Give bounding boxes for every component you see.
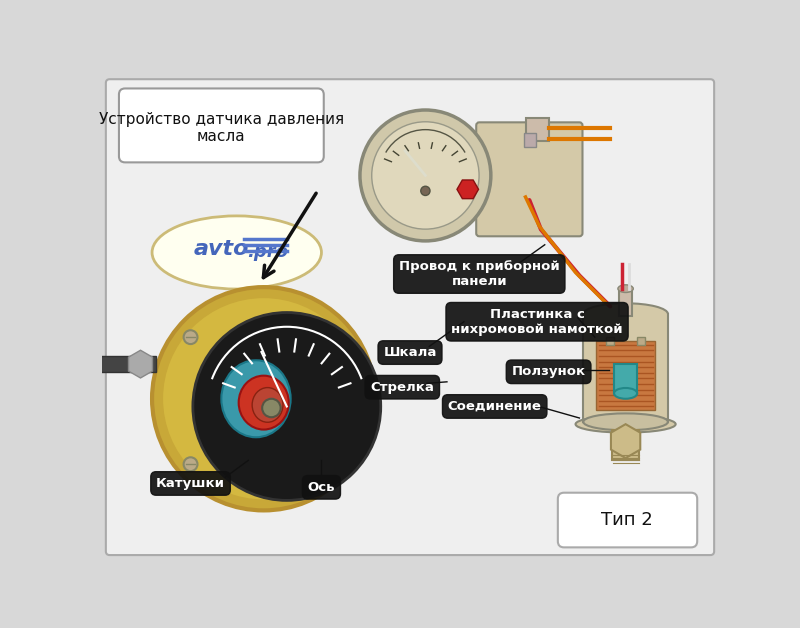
Circle shape <box>184 457 198 471</box>
Ellipse shape <box>152 216 322 289</box>
Text: .pro: .pro <box>247 244 288 261</box>
Text: Провод к приборной
панели: Провод к приборной панели <box>399 260 560 288</box>
Circle shape <box>421 187 430 195</box>
Text: Пластинка с
нихромовой намоткой: Пластинка с нихромовой намоткой <box>451 308 623 336</box>
Ellipse shape <box>618 285 634 293</box>
Circle shape <box>152 287 375 511</box>
Bar <box>526 117 549 141</box>
Circle shape <box>193 313 381 501</box>
Text: Соединение: Соединение <box>448 400 542 413</box>
Ellipse shape <box>583 413 668 430</box>
Text: Устройство датчика давления
масла: Устройство датчика давления масла <box>98 112 344 144</box>
Text: Ось: Ось <box>308 481 335 494</box>
Text: Шкала: Шкала <box>383 346 437 359</box>
Bar <box>524 133 535 147</box>
Ellipse shape <box>252 387 283 422</box>
Bar <box>614 364 637 393</box>
Ellipse shape <box>198 333 306 457</box>
Bar <box>596 341 655 410</box>
Circle shape <box>372 122 479 229</box>
Bar <box>79 357 156 372</box>
FancyBboxPatch shape <box>558 493 698 548</box>
Ellipse shape <box>222 360 290 437</box>
Text: Катушки: Катушки <box>156 477 225 490</box>
Circle shape <box>162 297 366 501</box>
Text: Стрелка: Стрелка <box>370 381 434 394</box>
FancyBboxPatch shape <box>106 79 714 555</box>
Text: Ползунок: Ползунок <box>511 365 586 378</box>
Ellipse shape <box>238 376 289 430</box>
FancyBboxPatch shape <box>119 89 324 163</box>
Text: Тип 2: Тип 2 <box>602 511 653 529</box>
Circle shape <box>360 110 491 241</box>
Bar <box>619 289 632 316</box>
Bar <box>606 337 614 345</box>
Bar <box>612 430 639 460</box>
Circle shape <box>262 399 281 417</box>
Ellipse shape <box>614 388 637 399</box>
Ellipse shape <box>575 416 676 433</box>
Circle shape <box>184 330 198 344</box>
Ellipse shape <box>583 303 668 325</box>
FancyBboxPatch shape <box>476 122 582 236</box>
Bar <box>583 314 668 422</box>
Text: avto: avto <box>194 239 249 259</box>
Bar <box>637 337 645 345</box>
